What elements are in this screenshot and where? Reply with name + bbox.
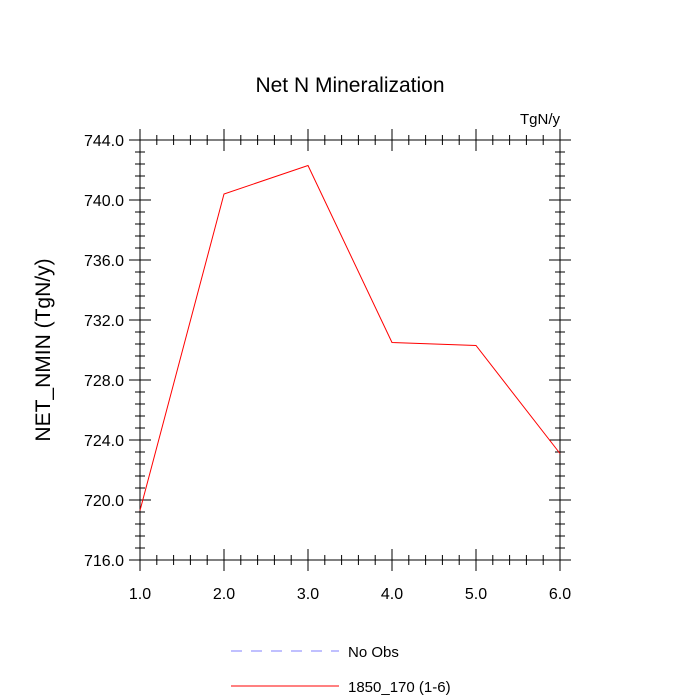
y-tick-label: 720.0 — [84, 493, 124, 510]
y-tick-label: 744.0 — [84, 133, 124, 150]
x-tick-label: 1.0 — [129, 586, 151, 603]
y-axis-label: NET_NMIN (TgN/y) — [32, 258, 55, 441]
units-label: TgN/y — [520, 111, 561, 128]
y-tick-label: 736.0 — [84, 253, 124, 270]
legend: No Obs 1850_170 (1-6) — [231, 644, 451, 696]
y-tick-labels: 716.0 720.0 724.0 728.0 732.0 736.0 740.0 744.0 — [84, 133, 124, 570]
series-line — [139, 164, 561, 511]
y-tick-label: 724.0 — [84, 433, 124, 450]
y-tick-label: 740.0 — [84, 193, 124, 210]
x-tick-label: 6.0 — [549, 586, 571, 603]
series-layer — [139, 164, 561, 511]
x-tick-label: 2.0 — [213, 586, 235, 603]
major-ticks — [129, 129, 571, 571]
y-tick-label: 716.0 — [84, 553, 124, 570]
minor-ticks — [135, 135, 565, 565]
x-tick-label: 5.0 — [465, 586, 487, 603]
plot-frame — [139, 139, 561, 561]
x-tick-labels: 1.0 2.0 3.0 4.0 5.0 6.0 — [129, 586, 571, 603]
x-tick-label: 3.0 — [297, 586, 319, 603]
x-tick-label: 4.0 — [381, 586, 403, 603]
y-tick-label: 732.0 — [84, 313, 124, 330]
legend-label: No Obs — [348, 644, 399, 661]
legend-label: 1850_170 (1-6) — [348, 679, 451, 696]
y-tick-label: 728.0 — [84, 373, 124, 390]
chart-title: Net N Mineralization — [255, 74, 444, 97]
